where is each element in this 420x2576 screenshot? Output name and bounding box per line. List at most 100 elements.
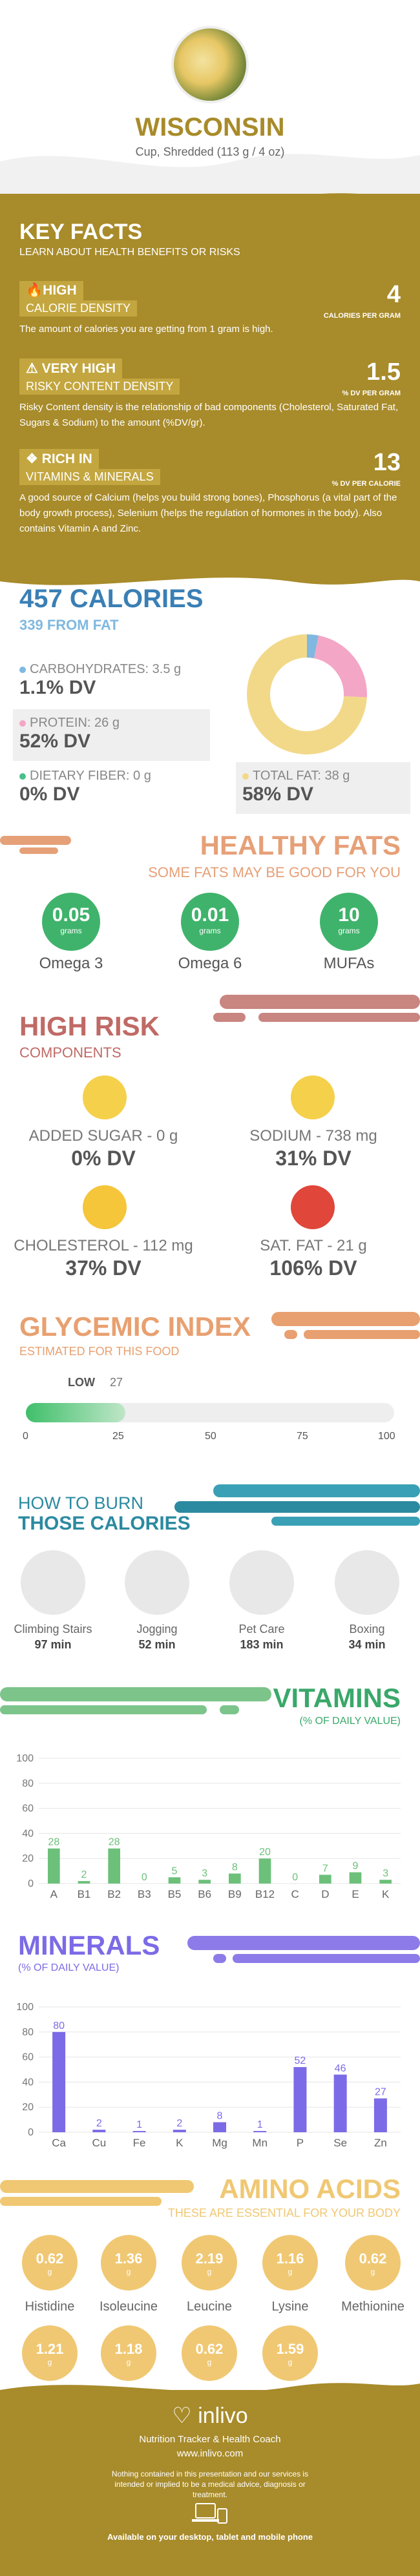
glycemic-stripes [271, 1312, 420, 1339]
amino-bubble: 0.62 g [22, 2235, 78, 2290]
glycemic-level: LOW [68, 1376, 95, 1389]
x-tick-label: B2 [107, 1888, 121, 1900]
cholesterol-label: CHOLESTEROL - 112 mg [14, 1237, 193, 1254]
bar-Cu [92, 2130, 106, 2132]
amino-label: Lysine [271, 2300, 309, 2314]
added-sugar-dv: 0% DV [71, 1147, 136, 1170]
bar-value-label: 80 [53, 2020, 65, 2031]
key-fact-desc: Risky Content density is the relationshi… [19, 402, 399, 428]
bar-value-label: 8 [217, 2110, 223, 2121]
x-tick-label: Ca [52, 2137, 66, 2149]
healthy-fats-title: HEALTHY FATS [200, 830, 401, 860]
bar-Se [333, 2074, 347, 2132]
glycemic-value: 27 [110, 1376, 123, 1389]
bar-value-label: 5 [172, 1865, 178, 1876]
x-tick-label: Cu [92, 2137, 106, 2149]
x-tick-label: E [352, 1888, 359, 1900]
footer-url[interactable]: www.inlivo.com [176, 2448, 244, 2459]
burn-title-line2: THOSE CALORIES [18, 1513, 191, 1534]
x-tick-label: B12 [255, 1888, 275, 1900]
bar-value-label: 2 [81, 1869, 87, 1880]
amino-stripes [0, 2180, 194, 2206]
key-facts-section: KEY FACTS LEARN ABOUT HEALTH BENEFITS OR… [0, 193, 420, 594]
x-tick-label: P [297, 2137, 304, 2149]
bar-Mn [253, 2131, 267, 2132]
bar-value-label: 28 [48, 1837, 59, 1848]
amino-unit: g [47, 2358, 52, 2367]
fiber-dot [19, 773, 26, 780]
amino-label: Histidine [25, 2300, 75, 2314]
fat-dot [242, 773, 249, 780]
bar-value-label: 20 [259, 1847, 271, 1858]
bar-Zn [373, 2098, 387, 2132]
bar-value-label: 46 [335, 2063, 346, 2074]
y-tick-label: 80 [22, 2027, 34, 2038]
burn-activity-label: Jogging [136, 1623, 178, 1636]
amino-unit: g [288, 2267, 293, 2276]
footer-brand: inlivo [198, 2404, 248, 2428]
key-fact-vitamins-minerals: ❖ RICH IN VITAMINS & MINERALS 13 % DV PE… [19, 449, 401, 537]
gi-tick: 100 [378, 1431, 395, 1442]
warning-icon: ⚠ [26, 361, 42, 376]
key-fact-value: 4 [386, 281, 401, 308]
y-tick-label: 0 [28, 1878, 34, 1889]
gi-tick: 0 [23, 1431, 28, 1442]
food-title: WISCONSIN [135, 113, 285, 141]
calories-from-fat: 339 FROM FAT [19, 617, 119, 633]
bar-value-label: 0 [292, 1872, 298, 1883]
worried-face-icon [83, 1185, 127, 1229]
burn-stripes [174, 1484, 420, 1526]
key-fact-unit: % DV PER GRAM [342, 390, 401, 397]
bar-Ca [52, 2031, 66, 2132]
fiber-label: DIETARY FIBER: 0 g [30, 769, 151, 783]
fat-dv: 58% DV [242, 784, 314, 805]
amino-value: 2.19 [195, 2250, 224, 2267]
bar-P [293, 2067, 307, 2132]
x-tick-label: C [291, 1888, 299, 1900]
amino-value: 1.18 [114, 2341, 143, 2357]
amino-unit: g [207, 2358, 212, 2367]
y-tick-label: 0 [28, 2127, 34, 2138]
amino-bubble: 1.16 g [262, 2235, 318, 2290]
donut-slice-carbs [306, 634, 319, 659]
bar-K [379, 1880, 392, 1884]
high-risk-subtitle: COMPONENTS [19, 1044, 121, 1061]
gi-tick: 75 [297, 1431, 308, 1442]
food-image [171, 26, 249, 103]
bar-B6 [198, 1880, 211, 1884]
bar-A [48, 1848, 60, 1884]
amino-unit: g [207, 2267, 212, 2276]
minerals-title: MINERALS [18, 1930, 160, 1960]
x-tick-label: B6 [198, 1888, 211, 1900]
vitamins-chart: 0 20 40 60 80 100 28 A 2 B1 28 B2 0 B3 5 B5 3 B6 8 B9 20 B12 0… [16, 1753, 401, 1900]
sat-fat-dv: 106% DV [269, 1256, 357, 1280]
amino-value: 0.62 [359, 2250, 387, 2267]
y-tick-label: 60 [22, 2052, 34, 2063]
key-fact-label: RISKY CONTENT DENSITY [19, 379, 180, 395]
x-tick-label: A [50, 1888, 58, 1900]
amino-value: 1.59 [276, 2341, 304, 2357]
bar-value-label: 52 [295, 2055, 306, 2066]
x-tick-label: Zn [374, 2137, 387, 2149]
amino-value: 0.62 [36, 2250, 64, 2267]
x-tick-label: K [382, 1888, 390, 1900]
neutral-face-icon [291, 1075, 335, 1119]
amino-title: AMINO ACIDS [219, 2174, 401, 2204]
vitamins-stripes [0, 1687, 271, 1714]
high-risk-stripes [213, 995, 420, 1022]
amino-value: 1.16 [276, 2250, 304, 2267]
carbs-label: CARBOHYDRATES: 3.5 g [30, 662, 182, 676]
bar-B12 [258, 1858, 271, 1884]
x-tick-label: B5 [168, 1888, 182, 1900]
x-tick-label: D [321, 1888, 329, 1900]
bar-value-label: 9 [353, 1861, 359, 1872]
footer-tagline: Nutrition Tracker & Health Coach [139, 2434, 281, 2445]
key-fact-value: 13 [373, 449, 401, 476]
bar-value-label: 2 [96, 2118, 102, 2129]
bar-value-label: 2 [176, 2118, 182, 2129]
amino-unit: g [126, 2267, 131, 2276]
key-facts-top-wave [0, 193, 420, 220]
bar-B9 [229, 1873, 241, 1884]
fire-icon: 🔥 [26, 283, 43, 298]
key-fact-unit: CALORIES PER GRAM [323, 312, 401, 320]
